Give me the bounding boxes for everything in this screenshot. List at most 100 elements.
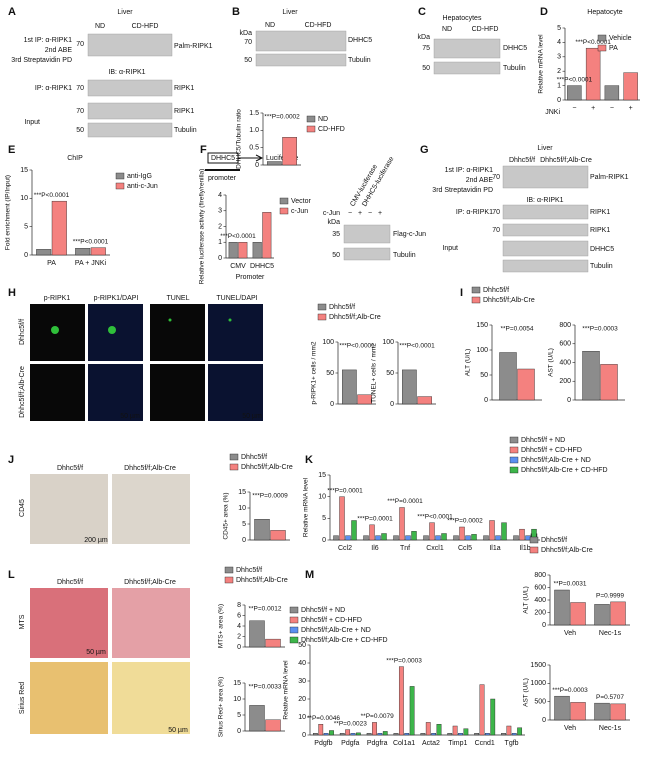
figure-label: 2nd ABE [466,177,494,184]
figure-label: promoter [208,175,237,182]
y-tick-label: 0 [542,717,546,724]
figure-label: TUNEL/DAPI [216,295,257,302]
bar [249,705,265,732]
bar [312,733,318,736]
figure-label: MTS [19,614,26,629]
chart: 0 5 10 15 Fold enrichment (IP/Input) PA PA + J… [5,167,158,267]
bar [372,722,377,736]
bar [51,200,67,256]
legend-swatch [306,125,316,133]
figure-label: kDa [328,219,341,226]
x-tick-label: Il1b [519,545,530,552]
bar [249,620,265,648]
figure-label: 50 [244,57,252,64]
y-tick-label: 15 [318,472,326,479]
y-axis-label: CD45+ area (%) [223,492,230,539]
y-tick-label: 100 [322,339,334,346]
panel-letter: B [232,6,240,18]
figure-label: + [378,210,382,217]
promoter-diagram [205,152,264,171]
figure-label: kDa [418,34,431,41]
figure-label: 70 [492,227,500,234]
x-tick-label: Pdgfra [367,740,388,747]
figure-label: ChIP [67,155,83,162]
figure-label: 200 µm [84,537,108,544]
panel-letter: K [305,454,313,466]
bar [411,531,417,541]
significance: ***P=0.0003 [582,326,618,333]
y-tick-label: 4 [237,623,241,630]
figure-label: 70 [76,85,84,92]
y-tick-label: 0 [330,401,334,408]
significance: **P=0.0054 [500,326,533,333]
bar [357,394,372,405]
bar [377,733,383,736]
bar [499,352,517,401]
x-tick-label: Tgfb [505,740,519,747]
significance: ***P=0.0003 [552,687,588,694]
figure-label: Hepatocyte [587,9,623,16]
y-axis-label: Fold enrichment (IP/Input) [5,175,12,250]
chart: 0 1 2 3 4 Relative luciferase activity (firef… [199,169,312,285]
legend-swatch [509,466,519,474]
y-tick-label: 5 [237,712,241,719]
legend-label: Vector [291,198,312,205]
figure-label: RIPK1 [174,85,194,92]
bar [471,534,477,541]
figure-label: 2nd ABE [45,47,73,54]
bar [404,733,410,736]
bar [369,524,375,541]
x-tick-label: Tnf [400,545,410,552]
x-tick-label: − [610,105,614,112]
figure-label: 50 [422,65,430,72]
figure-label: DHHC5 [590,246,614,253]
y-tick-label: 600 [559,341,571,348]
bar [484,733,490,736]
bar [585,47,601,101]
y-tick-label: 0 [322,537,326,544]
figure-label: Palm-RIPK1 [590,174,629,181]
bar [570,702,586,721]
x-tick-label: Veh [564,630,576,637]
figure-label: CD-HFD [305,22,332,29]
figure-label: ND [95,23,105,30]
figure-label: Dhhc5f/f [57,579,83,586]
figure-label: ND [442,26,452,33]
y-tick-label: 400 [534,597,546,604]
x-tick-label: Ccl2 [338,545,352,552]
x-tick-label: Timp1 [448,740,467,747]
legend-swatch [509,456,519,464]
legend-swatch [317,303,327,311]
figure-label: 50 [76,127,84,134]
bar [323,733,329,736]
y-tick-label: 1 [557,82,561,89]
legend-label: Dhhc5f/f;Alb-Cre [541,547,593,554]
figure-label: DHHC5 [348,37,372,44]
y-tick-label: 5 [557,25,561,32]
bar [513,535,519,541]
x-tick-label: Veh [564,725,576,732]
significance: **P=0.0031 [553,581,586,588]
figure-label: IB: α-RIPK1 [526,197,563,204]
y-tick-label: 2 [218,223,222,230]
figure-label: 70 [76,108,84,115]
figure-label: 1st IP: α-RIPK1 [445,167,494,174]
bar [90,247,106,256]
legend-swatch [317,313,327,321]
figure-label: DHHC5 [503,45,527,52]
bar [554,589,570,626]
bar [489,520,495,541]
legend-swatch [115,172,125,180]
figure-label: Dhhc5f/f;Alb-Cre [540,157,592,164]
figure-label: 50 µm [168,727,188,734]
chart: 0 50 100 TUNEL+ cells / mm2 ***P<0.0001 [371,339,436,408]
significance: ***P<0.0001 [557,76,593,83]
figure-label: 75 [422,45,430,52]
significance: **P=0.0012 [248,606,281,613]
bar [600,364,618,401]
significance: **P=0.0046 [307,715,340,722]
y-tick-label: 400 [559,359,571,366]
bar [490,698,496,736]
legend-swatch [597,44,607,52]
